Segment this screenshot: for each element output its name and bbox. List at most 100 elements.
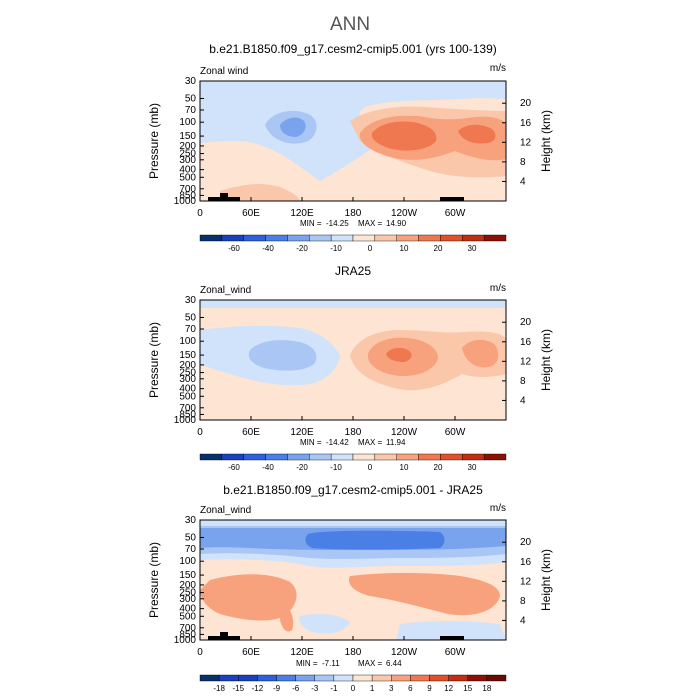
panel-1-contour-pos2b — [220, 184, 300, 201]
height-tick-label: 12 — [520, 576, 532, 587]
colorbar-swatch — [374, 234, 397, 242]
colorbar-swatch — [295, 674, 315, 682]
colorbar-label: -6 — [292, 684, 300, 693]
pressure-tick-label: 150 — [179, 131, 196, 142]
panel-3-min-label: MIN = — [296, 659, 318, 668]
colorbar-label: -18 — [213, 684, 225, 693]
colorbar-swatch — [257, 674, 277, 682]
colorbar-label: 6 — [408, 684, 413, 693]
panel-3-stats: MIN = -7.11 MAX = 6.44 — [296, 659, 402, 668]
height-tick-label: 20 — [520, 537, 532, 548]
pressure-tick-label: 50 — [185, 532, 197, 543]
pressure-tick-label: 50 — [185, 312, 197, 323]
pressure-tick-label: 400 — [179, 165, 196, 176]
colorbar-swatch — [221, 234, 244, 242]
height-tick-label: 20 — [520, 98, 532, 109]
panel-2-contour-pos3b — [462, 339, 499, 368]
longitude-tick-label: 120E — [290, 427, 314, 438]
longitude-tick-label: 120W — [391, 427, 418, 438]
colorbar-label: 10 — [400, 244, 409, 253]
panel-3-contour-neg4 — [305, 530, 445, 550]
panel-2: JRA25 Zonal_wind m/s Pressure (mb) Heigh… — [147, 264, 553, 472]
colorbar-label: -1 — [330, 684, 338, 693]
pressure-tick-label: 100 — [179, 336, 196, 347]
colorbar-label: -3 — [311, 684, 319, 693]
panel-2-contour-pos4 — [386, 347, 412, 362]
panel-3-x-ticks: 0 60E 120E 180 120W 60W — [197, 636, 466, 658]
colorbar-label: -60 — [228, 463, 240, 472]
panel-3-title: b.e21.B1850.f09_g17.cesm2-cmip5.001 - JR… — [223, 483, 483, 497]
pressure-tick-label: 850 — [179, 629, 196, 640]
longitude-tick-label: 60W — [445, 208, 466, 219]
colorbar-swatch — [448, 674, 468, 682]
pressure-tick-label: 400 — [179, 604, 196, 615]
pressure-tick-label: 850 — [179, 409, 196, 420]
height-tick-label: 8 — [520, 596, 526, 607]
height-tick-label: 4 — [520, 395, 526, 406]
colorbar-swatch — [265, 234, 288, 242]
colorbar-swatch — [287, 234, 310, 242]
colorbar-label: 9 — [427, 684, 432, 693]
panel-1-topography — [208, 197, 240, 201]
panel-1-x-ticks: 0 60E 120E 180 120W 60W — [197, 197, 466, 219]
colorbar-label: 15 — [463, 684, 472, 693]
panel-3-contour-neg-low2 — [396, 621, 506, 640]
longitude-tick-label: 60E — [242, 427, 260, 438]
colorbar-swatch — [352, 674, 373, 682]
pressure-tick-label: 150 — [179, 570, 196, 581]
height-tick-label: 8 — [520, 376, 526, 387]
pressure-tick-label: 250 — [179, 149, 196, 160]
pressure-tick-label: 250 — [179, 588, 196, 599]
panel-2-top-band — [200, 300, 506, 308]
panel-1-contour-pos4b — [458, 124, 496, 144]
colorbar-swatch — [418, 234, 441, 242]
colorbar-swatch — [199, 674, 220, 682]
pressure-tick-label: 200 — [179, 141, 196, 152]
panel-1-max-value: 14.90 — [386, 219, 407, 228]
height-tick-label: 4 — [520, 176, 526, 187]
panel-1-units: m/s — [490, 63, 506, 74]
colorbar-swatch — [467, 674, 488, 682]
pressure-tick-label: 400 — [179, 384, 196, 395]
colorbar-swatch — [314, 674, 335, 682]
colorbar-label: -10 — [330, 244, 342, 253]
longitude-tick-label: 60E — [242, 208, 260, 219]
panel-2-variable: Zonal_wind — [200, 285, 251, 296]
longitude-tick-label: 180 — [345, 427, 362, 438]
colorbar-label: 0 — [351, 684, 356, 693]
colorbar-swatch — [486, 674, 507, 682]
colorbar-swatch — [276, 674, 296, 682]
pressure-tick-label: 850 — [179, 190, 196, 201]
colorbar-swatch — [333, 674, 354, 682]
colorbar-label: 20 — [434, 463, 443, 472]
colorbar-label: -40 — [262, 463, 274, 472]
colorbar-swatch — [287, 453, 310, 461]
colorbar-label: 18 — [482, 684, 491, 693]
pressure-tick-label: 100 — [179, 117, 196, 128]
colorbar-label: 12 — [444, 684, 453, 693]
panel-1-ylabel: Pressure (mb) — [147, 103, 161, 179]
colorbar-swatch — [440, 234, 463, 242]
colorbar-swatch — [309, 453, 332, 461]
panel-2-ylabel-right: Height (km) — [539, 329, 553, 391]
pressure-tick-label: 100 — [179, 556, 196, 567]
colorbar-swatch — [352, 234, 376, 242]
longitude-tick-label: 180 — [345, 208, 362, 219]
panel-3-colorbar: -18 -15 -12 -9 -6 -3 -1 0 1 3 6 9 12 15 18 — [199, 674, 507, 693]
longitude-tick-label: 60W — [445, 427, 466, 438]
longitude-tick-label: 60E — [242, 647, 260, 658]
colorbar-swatch — [418, 453, 441, 461]
panel-3-contour-neg-low — [299, 614, 350, 634]
colorbar-label: 3 — [389, 684, 394, 693]
colorbar-swatch — [238, 674, 258, 682]
panel-3-variable: Zonal_wind — [200, 505, 251, 516]
longitude-tick-label: 120W — [391, 208, 418, 219]
height-tick-label: 4 — [520, 615, 526, 626]
pressure-tick-label: 30 — [185, 76, 197, 87]
pressure-tick-label: 700 — [179, 623, 196, 634]
panel-1-min-label: MIN = — [300, 219, 322, 228]
height-tick-label: 20 — [520, 317, 532, 328]
